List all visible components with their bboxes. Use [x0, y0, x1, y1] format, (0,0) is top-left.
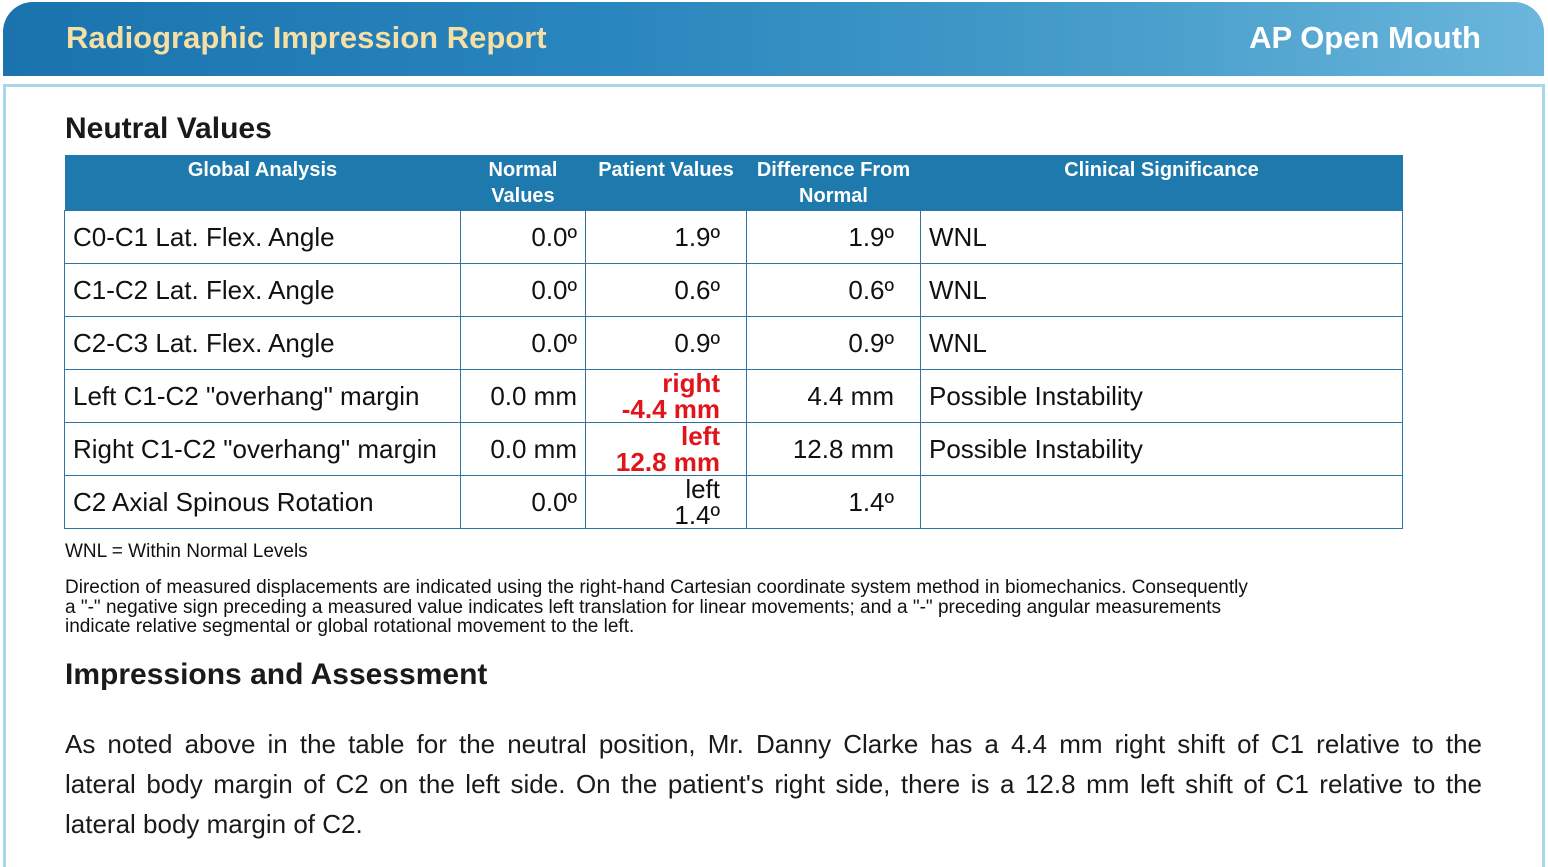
row-label: C0-C1 Lat. Flex. Angle	[64, 210, 461, 264]
difference-value: 1.4º	[746, 475, 921, 529]
view-name: AP Open Mouth	[1249, 20, 1481, 55]
patient-amount: 1.4º	[674, 500, 720, 530]
paragraph-line: lateral body margin of C2.	[65, 809, 363, 839]
patient-value: right -4.4 mm	[585, 369, 747, 423]
column-header-patient-values: Patient Values	[585, 155, 747, 211]
column-header-difference-from-normal: Difference From Normal	[746, 155, 921, 211]
row-label: Left C1-C2 "overhang" margin	[64, 369, 461, 423]
report-body-frame	[3, 84, 1545, 867]
direction-note-line: indicate relative segmental or global ro…	[65, 616, 635, 637]
column-header-global-analysis: Global Analysis	[64, 155, 461, 211]
direction-note-line: a "-" negative sign preceding a measured…	[65, 596, 1221, 618]
clinical-significance: Possible Instability	[920, 369, 1403, 423]
normal-value: 0.0º	[460, 263, 586, 317]
patient-value-flagged: right -4.4 mm	[622, 370, 720, 422]
difference-value: 1.9º	[746, 210, 921, 264]
patient-direction: left	[681, 421, 720, 451]
patient-amount: 12.8 mm	[615, 447, 720, 477]
clinical-significance: WNL	[920, 263, 1403, 317]
wnl-legend: WNL = Within Normal Levels	[65, 541, 308, 562]
row-label: C1-C2 Lat. Flex. Angle	[64, 263, 461, 317]
normal-value: 0.0º	[460, 316, 586, 370]
normal-value: 0.0º	[460, 475, 586, 529]
row-label: Right C1-C2 "overhang" margin	[64, 422, 461, 476]
patient-direction: right	[662, 368, 720, 398]
patient-value: left 12.8 mm	[585, 422, 747, 476]
clinical-significance	[920, 475, 1403, 529]
difference-value: 4.4 mm	[746, 369, 921, 423]
column-header-clinical-significance: Clinical Significance	[920, 155, 1403, 211]
paragraph-line: As noted above in the table for the neut…	[65, 729, 1482, 759]
row-label: C2-C3 Lat. Flex. Angle	[64, 316, 461, 370]
clinical-significance: Possible Instability	[920, 422, 1403, 476]
direction-note-line: Direction of measured displacements are …	[65, 577, 1248, 598]
table-row: Right C1-C2 "overhang" margin 0.0 mm lef…	[64, 422, 1403, 476]
patient-value: 0.9º	[585, 316, 747, 370]
difference-value: 0.6º	[746, 263, 921, 317]
difference-value: 0.9º	[746, 316, 921, 370]
table-row: C2 Axial Spinous Rotation 0.0º left 1.4º…	[64, 475, 1403, 529]
table-header-row: Global Analysis Normal Values Patient Val…	[64, 155, 1403, 211]
row-label: C2 Axial Spinous Rotation	[64, 475, 461, 529]
report-header: Radiographic Impression Report AP Open M…	[3, 2, 1544, 76]
impressions-heading: Impressions and Assessment	[65, 658, 488, 691]
patient-value: left 1.4º	[585, 475, 747, 529]
table-row: C2-C3 Lat. Flex. Angle 0.0º 0.9º 0.9º WN…	[64, 316, 1403, 370]
column-header-normal-values: Normal Values	[460, 155, 586, 211]
patient-value: 1.9º	[585, 210, 747, 264]
clinical-significance: WNL	[920, 210, 1403, 264]
impressions-paragraph: As noted above in the table for the neut…	[65, 724, 1482, 844]
paragraph-line: lateral body margin of C2 on the left si…	[65, 769, 1482, 799]
normal-value: 0.0 mm	[460, 422, 586, 476]
patient-value-flagged: left 12.8 mm	[616, 423, 720, 475]
table-row: C1-C2 Lat. Flex. Angle 0.0º 0.6º 0.6º WN…	[64, 263, 1403, 317]
normal-value: 0.0 mm	[460, 369, 586, 423]
table-row: C0-C1 Lat. Flex. Angle 0.0º 1.9º 1.9º WN…	[64, 210, 1403, 264]
difference-value: 12.8 mm	[746, 422, 921, 476]
direction-note: Direction of measured displacements are …	[65, 578, 1405, 637]
table-row: Left C1-C2 "overhang" margin 0.0 mm righ…	[64, 369, 1403, 423]
patient-value: 0.6º	[585, 263, 747, 317]
patient-amount: -4.4 mm	[621, 394, 720, 424]
patient-direction: left	[685, 474, 720, 504]
report-title: Radiographic Impression Report	[66, 20, 547, 55]
clinical-significance: WNL	[920, 316, 1403, 370]
neutral-values-table: Global Analysis Normal Values Patient Val…	[64, 155, 1403, 529]
normal-value: 0.0º	[460, 210, 586, 264]
neutral-values-heading: Neutral Values	[65, 112, 272, 145]
patient-value-stacked: left 1.4º	[674, 476, 720, 528]
